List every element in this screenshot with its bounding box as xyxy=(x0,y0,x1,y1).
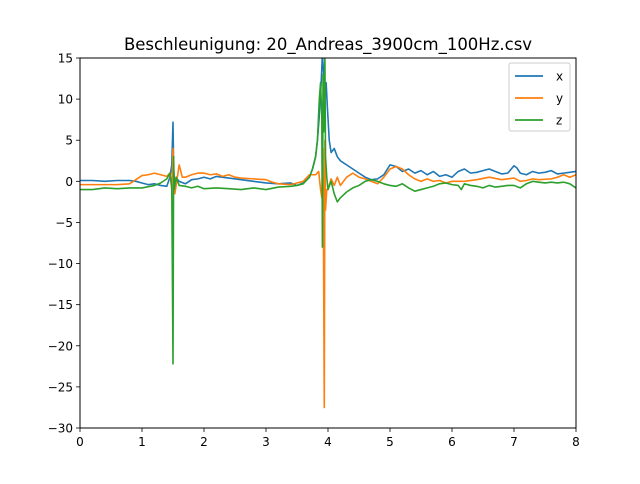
legend-label-z: z xyxy=(556,114,562,128)
y-tick-label: −15 xyxy=(48,298,73,312)
y-tick-label: −10 xyxy=(48,257,73,271)
series-line-z xyxy=(80,58,576,365)
y-tick-label: 0 xyxy=(65,175,73,189)
x-axis-ticks: 0 1 2 3 4 5 6 7 8 xyxy=(76,428,580,449)
x-tick-label: 3 xyxy=(262,435,270,449)
x-tick-label: 8 xyxy=(572,435,580,449)
series-layer xyxy=(80,58,576,409)
y-tick-label: −20 xyxy=(48,339,73,353)
legend: xyz xyxy=(508,62,571,132)
y-tick-label: −5 xyxy=(55,216,73,230)
x-tick-label: 6 xyxy=(448,435,456,449)
x-tick-label: 0 xyxy=(76,435,84,449)
y-axis-ticks: 15 10 5 0 −5 −10 −15 −20 −25 −30 xyxy=(48,52,80,436)
x-tick-label: 2 xyxy=(200,435,208,449)
x-tick-label: 4 xyxy=(324,435,332,449)
legend-box xyxy=(508,62,571,132)
chart-title: Beschleunigung: 20_Andreas_3900cm_100Hz.… xyxy=(124,35,532,55)
y-tick-label: 10 xyxy=(58,93,73,107)
legend-label-x: x xyxy=(556,70,563,84)
legend-label-y: y xyxy=(556,92,563,106)
x-tick-label: 7 xyxy=(510,435,518,449)
y-tick-label: −25 xyxy=(48,380,73,394)
y-tick-label: 5 xyxy=(65,134,73,148)
x-tick-label: 5 xyxy=(386,435,394,449)
y-tick-label: −30 xyxy=(48,422,73,436)
x-tick-label: 1 xyxy=(138,435,146,449)
y-tick-label: 15 xyxy=(58,52,73,66)
